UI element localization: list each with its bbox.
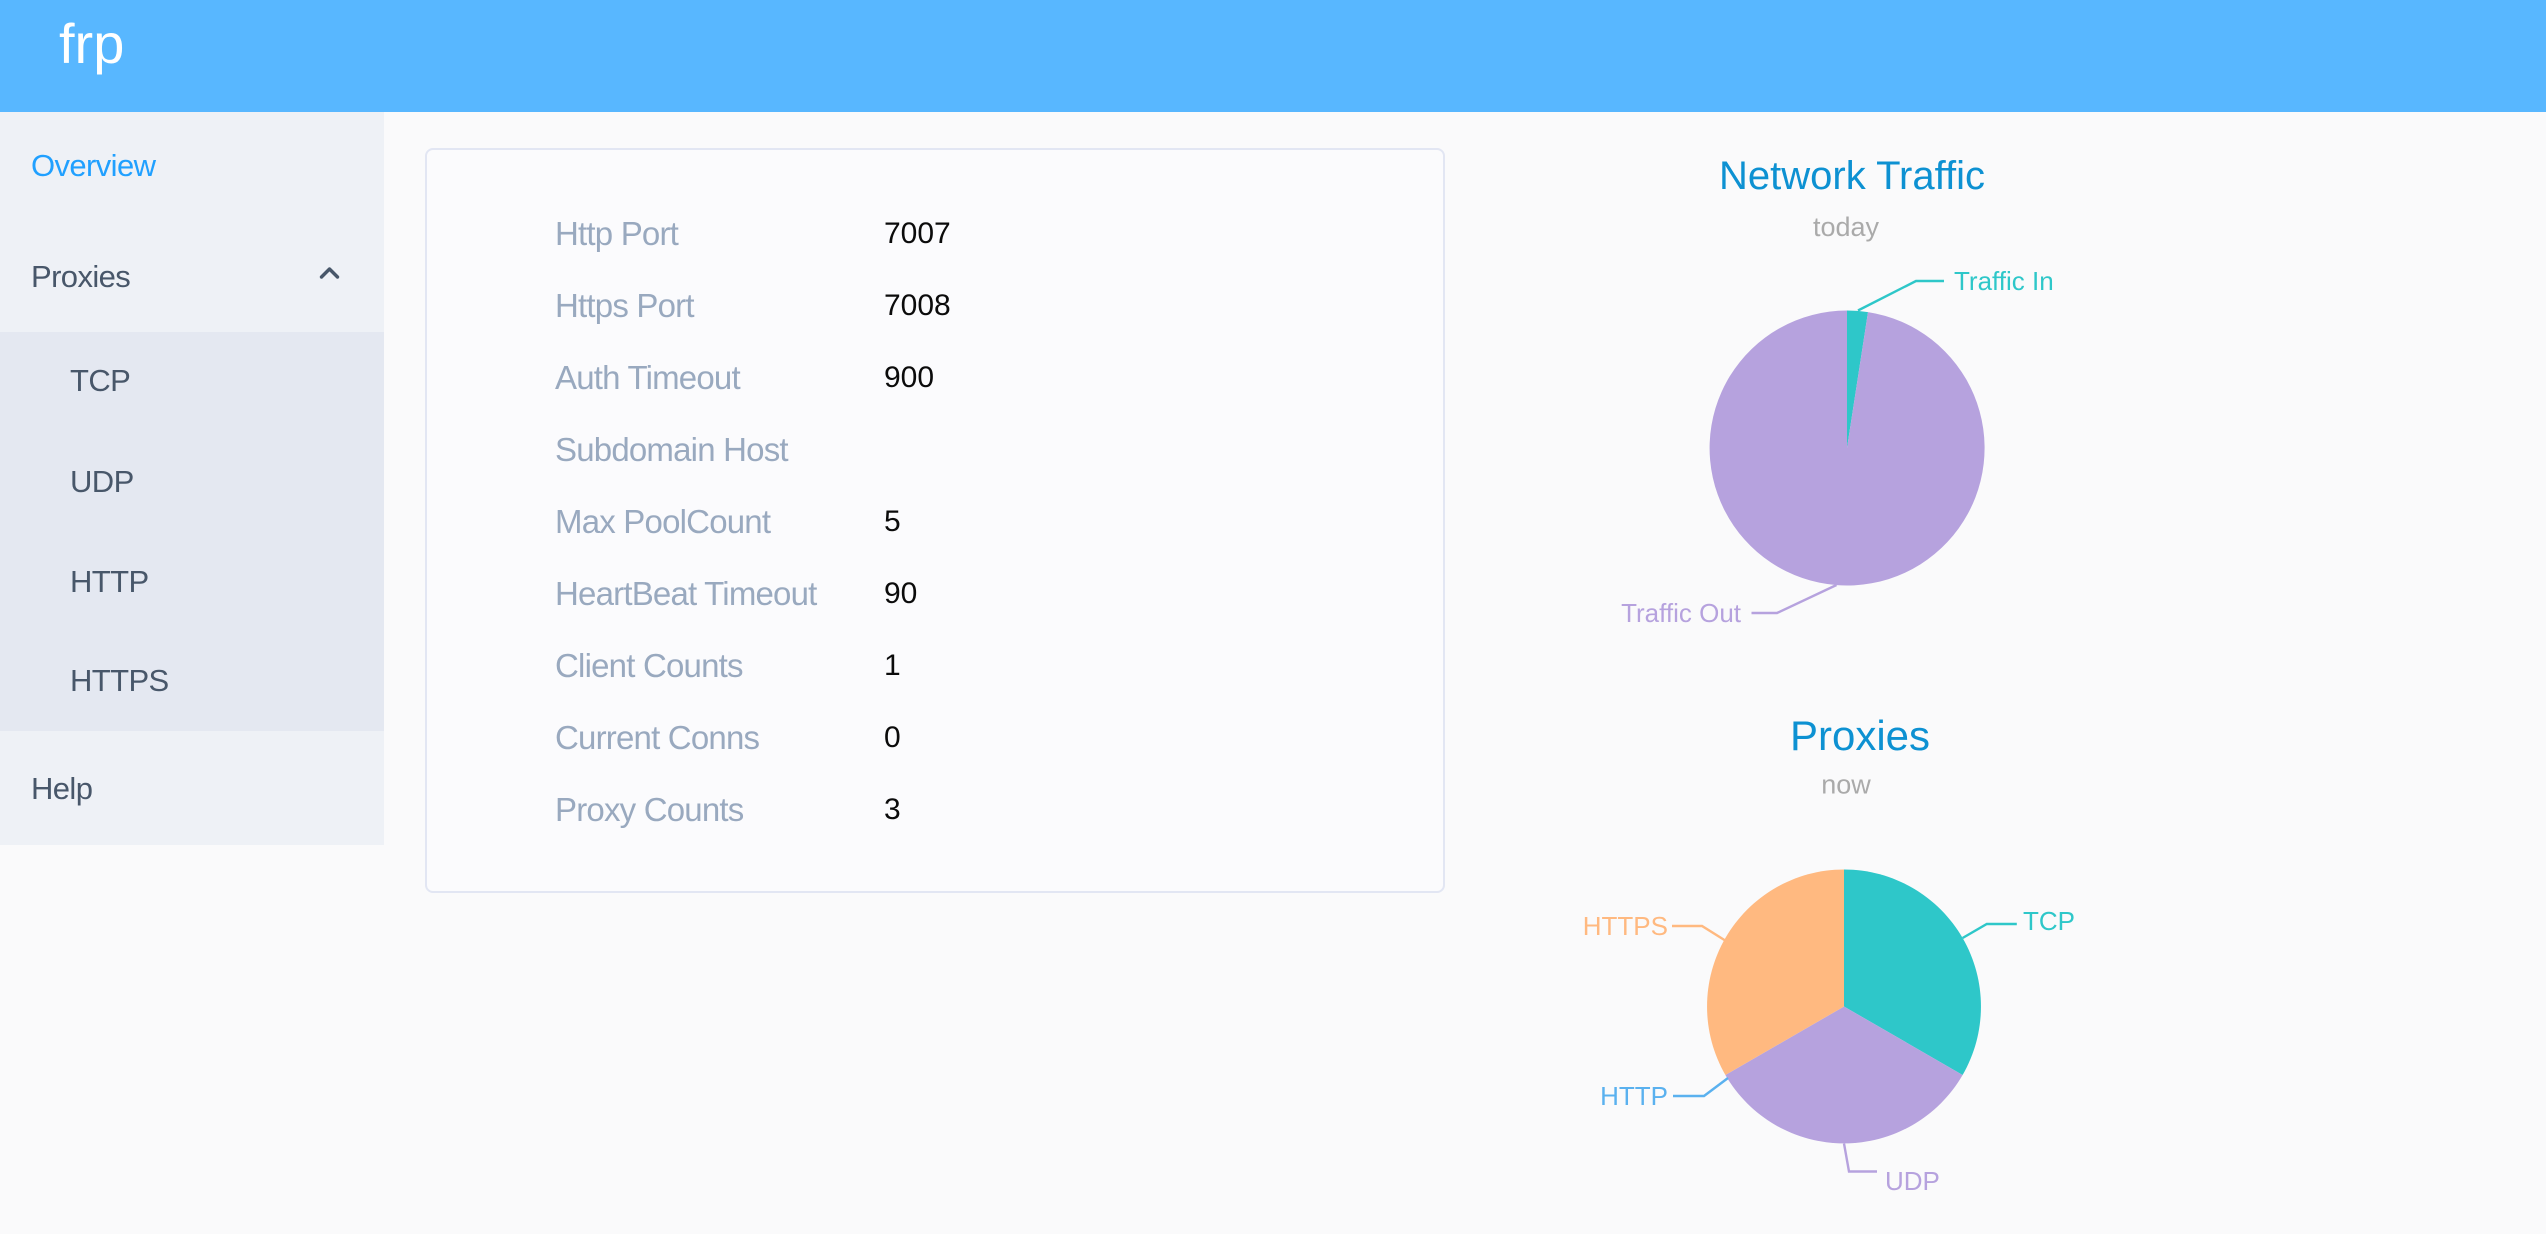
- svg-text:Traffic In: Traffic In: [1954, 266, 2054, 296]
- svg-text:Network Traffic: Network Traffic: [1719, 154, 1985, 198]
- svg-text:TCP: TCP: [2023, 906, 2075, 936]
- svg-text:today: today: [1813, 212, 1880, 242]
- svg-text:Traffic Out: Traffic Out: [1621, 598, 1742, 628]
- svg-text:UDP: UDP: [1885, 1166, 1940, 1196]
- svg-text:now: now: [1821, 770, 1871, 800]
- svg-text:HTTPS: HTTPS: [1583, 911, 1668, 941]
- svg-text:HTTP: HTTP: [1600, 1081, 1668, 1111]
- svg-text:Proxies: Proxies: [1790, 712, 1930, 759]
